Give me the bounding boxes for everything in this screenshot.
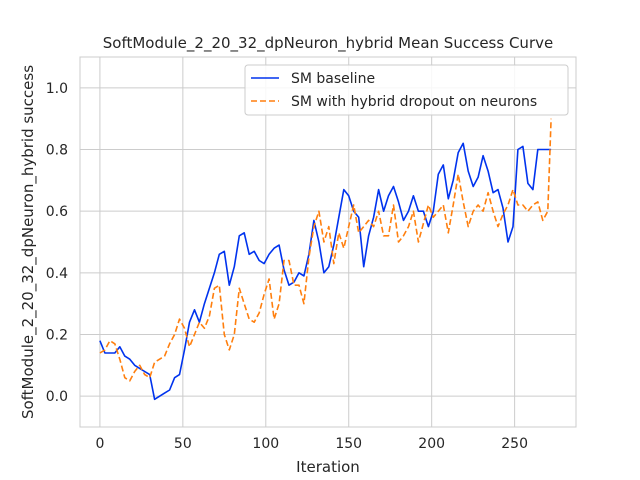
legend-box xyxy=(244,64,569,116)
x-tick-label: 250 xyxy=(501,436,528,452)
y-tick-label: 0.6 xyxy=(46,204,68,220)
x-tick-label: 50 xyxy=(174,436,192,452)
series-layer xyxy=(99,118,552,401)
x-tick-label: 150 xyxy=(335,436,362,452)
y-axis-label: SoftModule_2_20_32_dpNeuron_hybrid succe… xyxy=(19,65,38,419)
y-tick-label: 0.0 xyxy=(46,389,68,405)
x-tick-label: 200 xyxy=(418,436,445,452)
legend-label-1: SM with hybrid dropout on neurons xyxy=(291,94,537,110)
legend: SM baseline SM with hybrid dropout on neu… xyxy=(244,64,569,116)
series-line-1 xyxy=(99,118,552,382)
chart-title: SoftModule_2_20_32_dpNeuron_hybrid Mean … xyxy=(103,34,553,53)
x-axis-label: Iteration xyxy=(296,458,360,476)
x-tick-label: 0 xyxy=(95,436,104,452)
y-tick-label: 0.4 xyxy=(46,266,68,282)
y-tick-label: 1.0 xyxy=(46,81,68,97)
y-tick-label: 0.8 xyxy=(46,143,68,159)
x-tick-label: 100 xyxy=(252,436,279,452)
plot-frame xyxy=(79,56,577,428)
legend-label-0: SM baseline xyxy=(291,71,375,87)
series-line-0 xyxy=(99,142,552,401)
y-tick-label: 0.2 xyxy=(46,328,68,344)
ticks: 0 50 100 150 200 250 0.0 0.2 0.4 0.6 0.8 1.0 xyxy=(46,81,528,452)
